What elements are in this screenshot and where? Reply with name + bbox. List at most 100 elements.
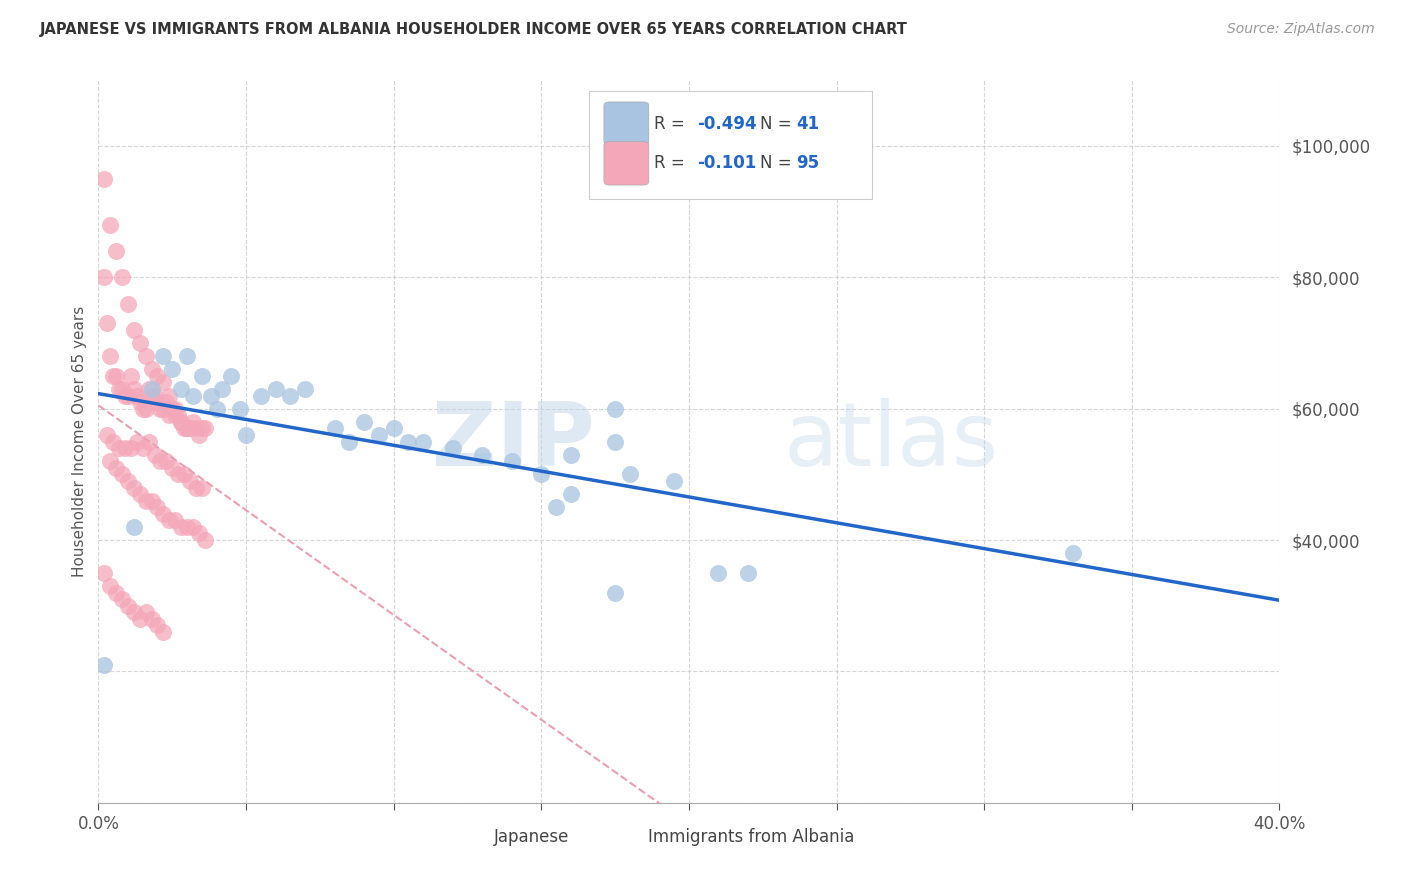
Point: [120, 368, 142, 383]
Point: [165, 513, 187, 527]
Point: [441, 441, 464, 455]
Point: [111, 270, 134, 285]
Point: [96, 316, 118, 330]
FancyBboxPatch shape: [600, 817, 645, 854]
Point: [339, 434, 361, 449]
Text: ZIP: ZIP: [432, 398, 595, 485]
Text: R =: R =: [654, 154, 689, 172]
Point: [146, 500, 169, 515]
Point: [737, 566, 759, 580]
FancyBboxPatch shape: [605, 142, 648, 185]
Point: [105, 244, 128, 258]
Point: [368, 428, 391, 442]
Point: [132, 441, 155, 455]
Point: [179, 474, 201, 488]
Point: [398, 434, 420, 449]
Point: [250, 388, 273, 402]
Point: [181, 388, 204, 402]
Point: [162, 362, 183, 376]
Point: [176, 421, 198, 435]
Point: [141, 382, 163, 396]
Point: [105, 368, 128, 383]
Point: [93, 566, 115, 580]
Point: [152, 507, 174, 521]
Point: [157, 388, 180, 402]
Point: [179, 421, 201, 435]
Point: [229, 401, 252, 416]
Point: [111, 382, 134, 396]
Point: [211, 382, 233, 396]
Point: [1062, 546, 1084, 560]
Point: [176, 520, 198, 534]
Point: [323, 421, 346, 435]
Point: [471, 448, 494, 462]
Point: [117, 599, 139, 613]
Point: [103, 368, 125, 383]
Point: [200, 388, 222, 402]
Point: [165, 409, 187, 423]
Point: [412, 434, 434, 449]
Point: [707, 566, 730, 580]
Point: [122, 605, 145, 619]
Point: [143, 388, 166, 402]
Point: [135, 349, 157, 363]
Point: [128, 395, 150, 409]
Point: [114, 388, 136, 402]
Point: [114, 441, 136, 455]
Text: R =: R =: [654, 115, 689, 133]
Point: [98, 349, 121, 363]
Point: [149, 454, 172, 468]
Point: [221, 368, 243, 383]
Point: [105, 585, 128, 599]
Point: [187, 428, 209, 442]
Text: JAPANESE VS IMMIGRANTS FROM ALBANIA HOUSEHOLDER INCOME OVER 65 YEARS CORRELATION: JAPANESE VS IMMIGRANTS FROM ALBANIA HOUS…: [39, 22, 907, 37]
Point: [111, 592, 134, 607]
Point: [152, 625, 174, 640]
Point: [162, 460, 183, 475]
Point: [141, 493, 163, 508]
Point: [605, 434, 627, 449]
Point: [176, 349, 198, 363]
Text: 41: 41: [796, 115, 820, 133]
Point: [135, 401, 157, 416]
FancyBboxPatch shape: [605, 102, 648, 145]
Point: [664, 474, 686, 488]
Point: [294, 382, 316, 396]
Point: [98, 579, 121, 593]
Point: [146, 368, 169, 383]
Point: [187, 526, 209, 541]
Text: Immigrants from Albania: Immigrants from Albania: [648, 829, 853, 847]
Point: [184, 481, 207, 495]
Point: [184, 421, 207, 435]
Point: [98, 218, 121, 232]
Point: [132, 401, 155, 416]
Point: [605, 585, 627, 599]
Point: [191, 421, 214, 435]
Point: [122, 382, 145, 396]
Point: [141, 362, 163, 376]
Point: [103, 434, 125, 449]
Point: [194, 421, 217, 435]
Point: [560, 487, 582, 501]
Point: [117, 388, 139, 402]
Point: [162, 401, 183, 416]
Point: [155, 395, 177, 409]
Text: -0.101: -0.101: [697, 154, 756, 172]
Point: [135, 605, 157, 619]
FancyBboxPatch shape: [589, 91, 872, 200]
Point: [105, 460, 128, 475]
Point: [143, 448, 166, 462]
Point: [165, 401, 187, 416]
Point: [93, 171, 115, 186]
Point: [157, 409, 180, 423]
Text: N =: N =: [759, 115, 797, 133]
Point: [108, 441, 131, 455]
Point: [128, 612, 150, 626]
Point: [191, 481, 214, 495]
Point: [141, 612, 163, 626]
Point: [501, 454, 523, 468]
Point: [138, 434, 160, 449]
Point: [170, 382, 193, 396]
Y-axis label: Householder Income Over 65 years: Householder Income Over 65 years: [72, 306, 87, 577]
Point: [280, 388, 302, 402]
